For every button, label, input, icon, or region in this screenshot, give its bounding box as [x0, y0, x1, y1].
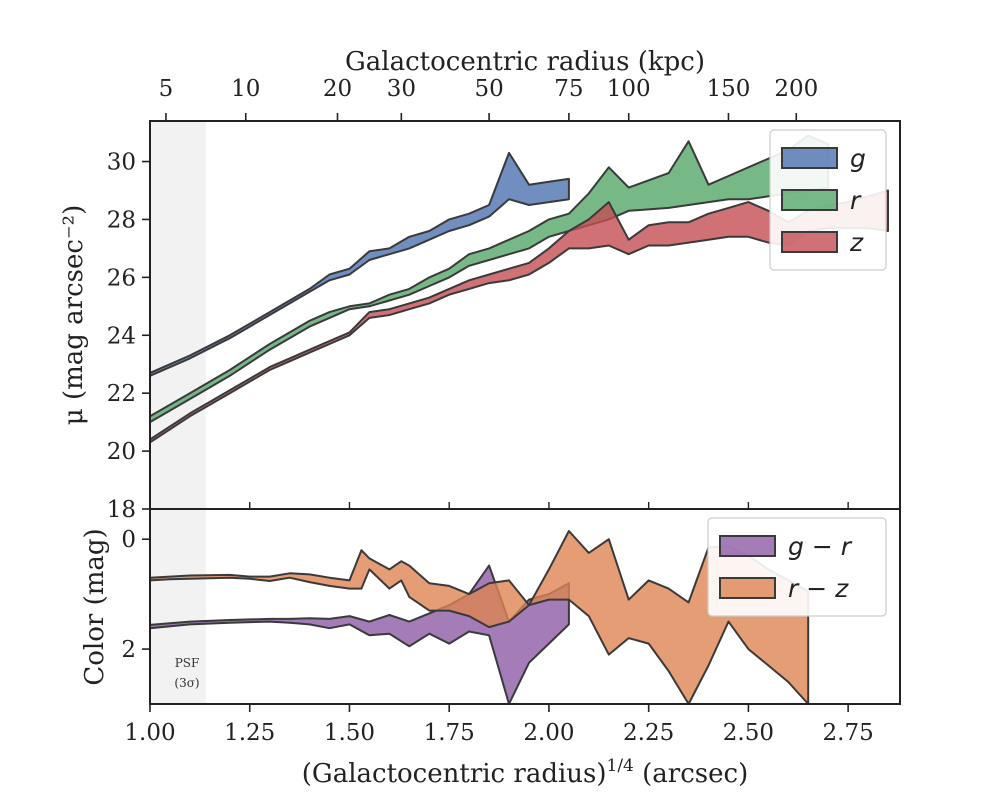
bottom-y-axis: 02: [121, 527, 150, 663]
x-axis-title-main: (Galactocentric radius): [302, 759, 607, 789]
kpc-tick-label: 30: [387, 76, 416, 102]
x-tick-label: 2.25: [623, 720, 674, 746]
kpc-tick-label: 5: [159, 76, 174, 102]
kpc-tick-label: 20: [323, 76, 352, 102]
y-tick-label: 2: [121, 637, 136, 663]
kpc-tick-label: 200: [774, 76, 818, 102]
y-tick-label: 26: [107, 265, 136, 291]
x-tick-label: 2.50: [723, 720, 774, 746]
psf-band-top: [150, 121, 206, 509]
y-tick-label: 30: [107, 150, 136, 176]
x-axis-title-spacer: [634, 759, 642, 789]
kpc-tick-label: 50: [474, 76, 503, 102]
y-tick-label: 24: [107, 323, 136, 349]
legend-label: z: [849, 228, 864, 257]
x-tick-label: 1.75: [424, 720, 475, 746]
bottom-x-axis: 1.00 1.25 1.50 1.75 2.00 2.25 2.50 2.75: [124, 704, 874, 746]
bottom-legend: g − r r − z: [707, 517, 887, 617]
top-panel: 18 20 22 24 26 28 30 5 10 20 30 50 75 100 150 200 Gala…: [59, 47, 901, 523]
y-tick-label: 0: [121, 527, 136, 553]
legend-label: r: [850, 186, 862, 215]
legend-swatch: [781, 147, 838, 169]
y-tick-label: 28: [107, 207, 136, 233]
legend-swatch: [781, 189, 838, 211]
x-tick-label: 1.00: [124, 720, 175, 746]
x-axis-title-unit: (arcsec): [642, 759, 748, 789]
top-x-ticks: [149, 502, 849, 509]
bottom-x-axis-title: (Galactocentric radius)1/4 (arcsec): [302, 756, 748, 789]
kpc-tick-label: 75: [554, 76, 583, 102]
bottom-panel-frame: [149, 508, 901, 705]
y-tick-label: 22: [107, 381, 136, 407]
bottom-panel: PSF (3σ) 02 1.00 1.25 1.50 1.75 2.00 2.25 2.50…: [80, 508, 901, 789]
legend-swatch: [719, 535, 776, 557]
x-tick-label: 2.00: [523, 720, 574, 746]
legend-label: g − r: [788, 532, 853, 561]
x-tick-label: 1.50: [324, 720, 375, 746]
legend-swatch: [719, 577, 776, 599]
y-tick-label: 18: [107, 497, 136, 523]
x-tick-label: 2.75: [823, 720, 874, 746]
legend-label: r − z: [788, 574, 849, 603]
y-tick-label: 20: [107, 439, 136, 465]
x-tick-label: 1.25: [224, 720, 275, 746]
top-y-axis: 18 20 22 24 26 28 30: [107, 150, 150, 523]
kpc-axis-title: Galactocentric radius (kpc): [345, 47, 705, 77]
band-top-0: [149, 151, 570, 377]
psf-label: PSF: [175, 656, 200, 670]
x-axis-title-exponent: 1/4: [607, 756, 634, 776]
bottom-y-axis-title: Color (mag): [80, 528, 110, 685]
kpc-tick-label: 10: [231, 76, 260, 102]
top-y-axis-title: μ (mag arcsec⁻²): [59, 205, 89, 425]
kpc-tick-label: 100: [607, 76, 651, 102]
kpc-tick-label: 150: [707, 76, 751, 102]
legend-label: g: [850, 144, 866, 173]
top-legend: grz: [769, 129, 887, 271]
psf-sigma-label: (3σ): [174, 676, 199, 690]
psf-band-bottom: [150, 509, 206, 704]
legend-swatch: [781, 231, 838, 253]
kpc-axis: 5 10 20 30 50 75 100 150 200: [159, 76, 818, 121]
